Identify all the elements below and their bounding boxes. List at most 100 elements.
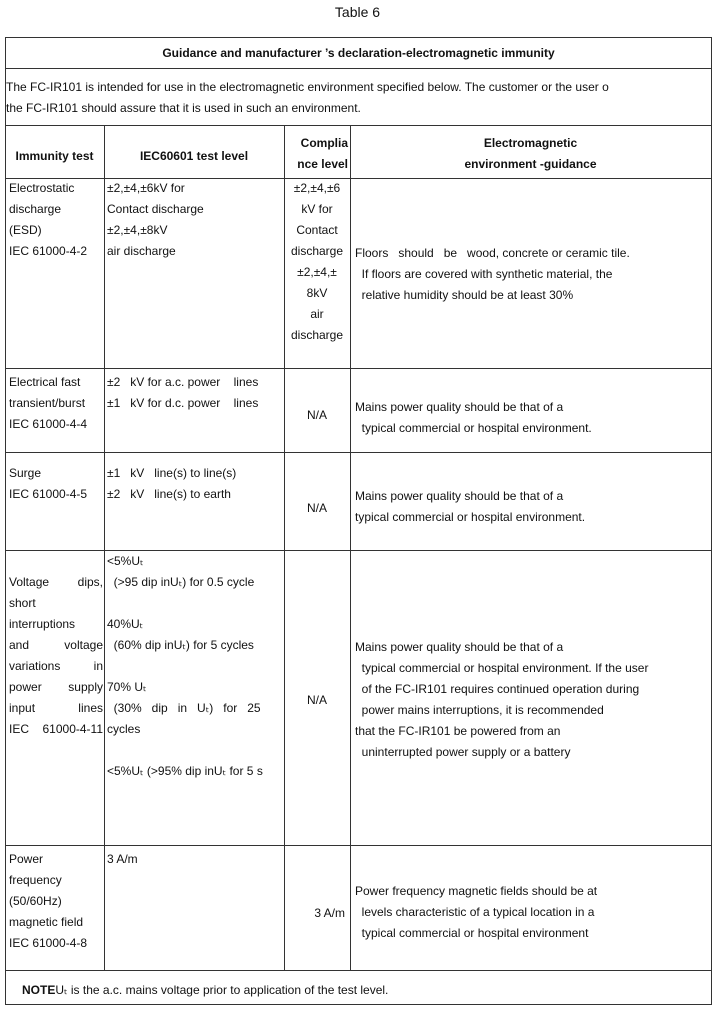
row-divider [5,368,712,369]
row-divider [5,845,712,846]
cell-line [107,656,263,677]
note-text: Uₜ is the a.c. mains voltage prior to ap… [55,983,389,997]
row-dips-guidance: Mains power quality should be that of a … [355,637,648,763]
table-border [5,37,6,1005]
cell-line: Surge [9,466,42,480]
row-power-freq-level: 3 A/m [107,849,138,870]
cell-line: (50/60Hz) [9,894,62,908]
row-power-freq-test: Power frequency (50/60Hz) magnetic field IEC… [9,849,87,954]
row-esd-compliance: ±2,±4,±6 kV for Contact discharge ±2,±4,± 8kV… [285,178,349,346]
note-label: NOTE [22,983,56,997]
row-surge-test: Surge IEC 61000-4-5 [9,463,87,505]
cell-line: Contact [296,223,338,237]
row-esd-test: Electrostatic discharge (ESD) IEC 61000-4-2 [9,178,87,262]
table-title: Guidance and manufacturer ’s declaration… [162,46,555,60]
cell-line: Contact discharge [107,202,204,216]
header-guidance: Electromagnetic environment -guidance [350,133,711,175]
cell-line: variations in [9,659,103,673]
row-esd-guidance: Floors should be wood, concrete or ceram… [355,243,630,306]
cell-line: nce level [297,157,348,171]
row-eft-test: Electrical fast transient/burst IEC 61000-… [9,372,87,435]
cell-line: N/A [306,501,327,515]
cell-line: If floors are covered with synthetic mat… [355,267,613,281]
cell-line: <5%Uₜ (>95% dip inUₜ for 5 s [107,764,263,778]
cell-line: interruptions [9,617,76,631]
cell-line: 70% Uₜ [107,680,147,694]
cell-line: Mains power quality should be that of a [355,400,564,414]
cell-line [107,740,263,761]
cell-line: ±1 kV for d.c. power lines [107,396,259,410]
cell-line: typical commercial or hospital environme… [355,926,589,940]
cell-line: frequency [9,873,62,887]
cell-line: short [9,596,36,610]
table-note: NOTEUₜ is the a.c. mains voltage prior t… [22,980,388,1001]
cell-line: typical commercial or hospital environme… [355,421,592,435]
row-power-freq-compliance: 3 A/m [285,903,345,924]
header-compliance-level: Complia nce level [287,133,348,175]
cell-line: power supply [9,680,103,694]
row-divider [5,125,712,126]
row-divider [5,970,712,971]
row-power-freq-guidance: Power frequency magnetic fields should b… [355,881,597,944]
row-surge-level: ±1 kV line(s) to line(s) ±2 kV line(s) to… [107,463,236,505]
cell-line: 40%Uₜ [107,617,144,631]
header-test-level: IEC60601 test level [139,149,249,163]
row-divider [5,178,712,179]
cell-line: typical commercial or hospital environme… [355,661,649,675]
cell-line: 3 A/m [314,906,345,920]
row-surge-guidance: Mains power quality should be that of a t… [355,486,585,528]
cell-line: 3 A/m [107,852,138,866]
row-eft-level: ±2 kV for a.c. power lines ±1 kV for d.c.… [107,372,258,414]
cell-line: uninterrupted power supply or a battery [355,745,571,759]
cell-line: power mains interruptions, it is recomme… [355,703,604,717]
cell-line: typical commercial or hospital environme… [355,510,586,524]
column-divider [284,125,285,970]
row-divider [5,68,712,69]
cell-line: IEC 61000-4-5 [9,487,88,501]
cell-line: (>95 dip inUₜ) for 0.5 cycle [107,575,255,589]
cell-line: (ESD) [9,223,42,237]
cell-line: the FC-IR101 should assure that it is us… [6,101,361,115]
cell-line: input lines [9,701,103,715]
cell-line: levels characteristic of a typical locat… [355,905,595,919]
cell-line: Complia [300,136,348,150]
cell-line: kV for [301,202,333,216]
column-divider [104,125,105,970]
row-surge-compliance: N/A [285,498,349,519]
cell-line: Floors should be wood, concrete or ceram… [355,246,630,260]
cell-line: and voltage [9,638,103,652]
row-eft-compliance: N/A [285,405,349,426]
cell-line: N/A [306,693,327,707]
cell-line: relative humidity should be at least 30% [355,288,574,302]
row-dips-compliance: N/A [285,690,349,711]
row-eft-guidance: Mains power quality should be that of a … [355,397,592,439]
table-caption: Table 6 [334,4,381,20]
cell-line: air discharge [107,244,176,258]
row-esd-level: ±2,±4,±6kV for Contact discharge ±2,±4,±8k… [107,178,204,262]
table-border [5,1004,712,1005]
cell-line: <5%Uₜ [107,554,144,568]
cell-line: cycles [107,722,141,736]
intro-text: The FC-IR101 is intended for use in the … [6,77,609,119]
cell-line: ±2 kV line(s) to earth [107,487,231,501]
cell-line: magnetic field [9,915,84,929]
cell-line: Electrostatic [9,181,75,195]
cell-line: discharge [9,202,62,216]
cell-line: ±2,±4,±8kV [107,223,168,237]
cell-line: Voltage dips, [9,575,103,589]
cell-line [107,593,263,614]
row-dips-test: Voltage dips, short interruptions and volta… [9,572,103,740]
cell-line: discharge [290,328,344,342]
cell-line: IEC 61000-4-4 [9,417,88,431]
cell-line: (30% dip in Uₜ) for 25 [107,701,261,715]
table-border [711,37,712,1005]
cell-line: Power frequency magnetic fields should b… [355,884,598,898]
cell-line: 8kV [306,286,328,300]
cell-line: ±2,±4,±6 [293,181,341,195]
row-divider [5,550,712,551]
cell-line: IEC 61000-4-2 [9,244,88,258]
cell-line: Electromagnetic [483,136,578,150]
cell-line: The FC-IR101 is intended for use in the … [6,80,609,94]
table-border [5,37,712,38]
cell-line: ±1 kV line(s) to line(s) [107,466,237,480]
